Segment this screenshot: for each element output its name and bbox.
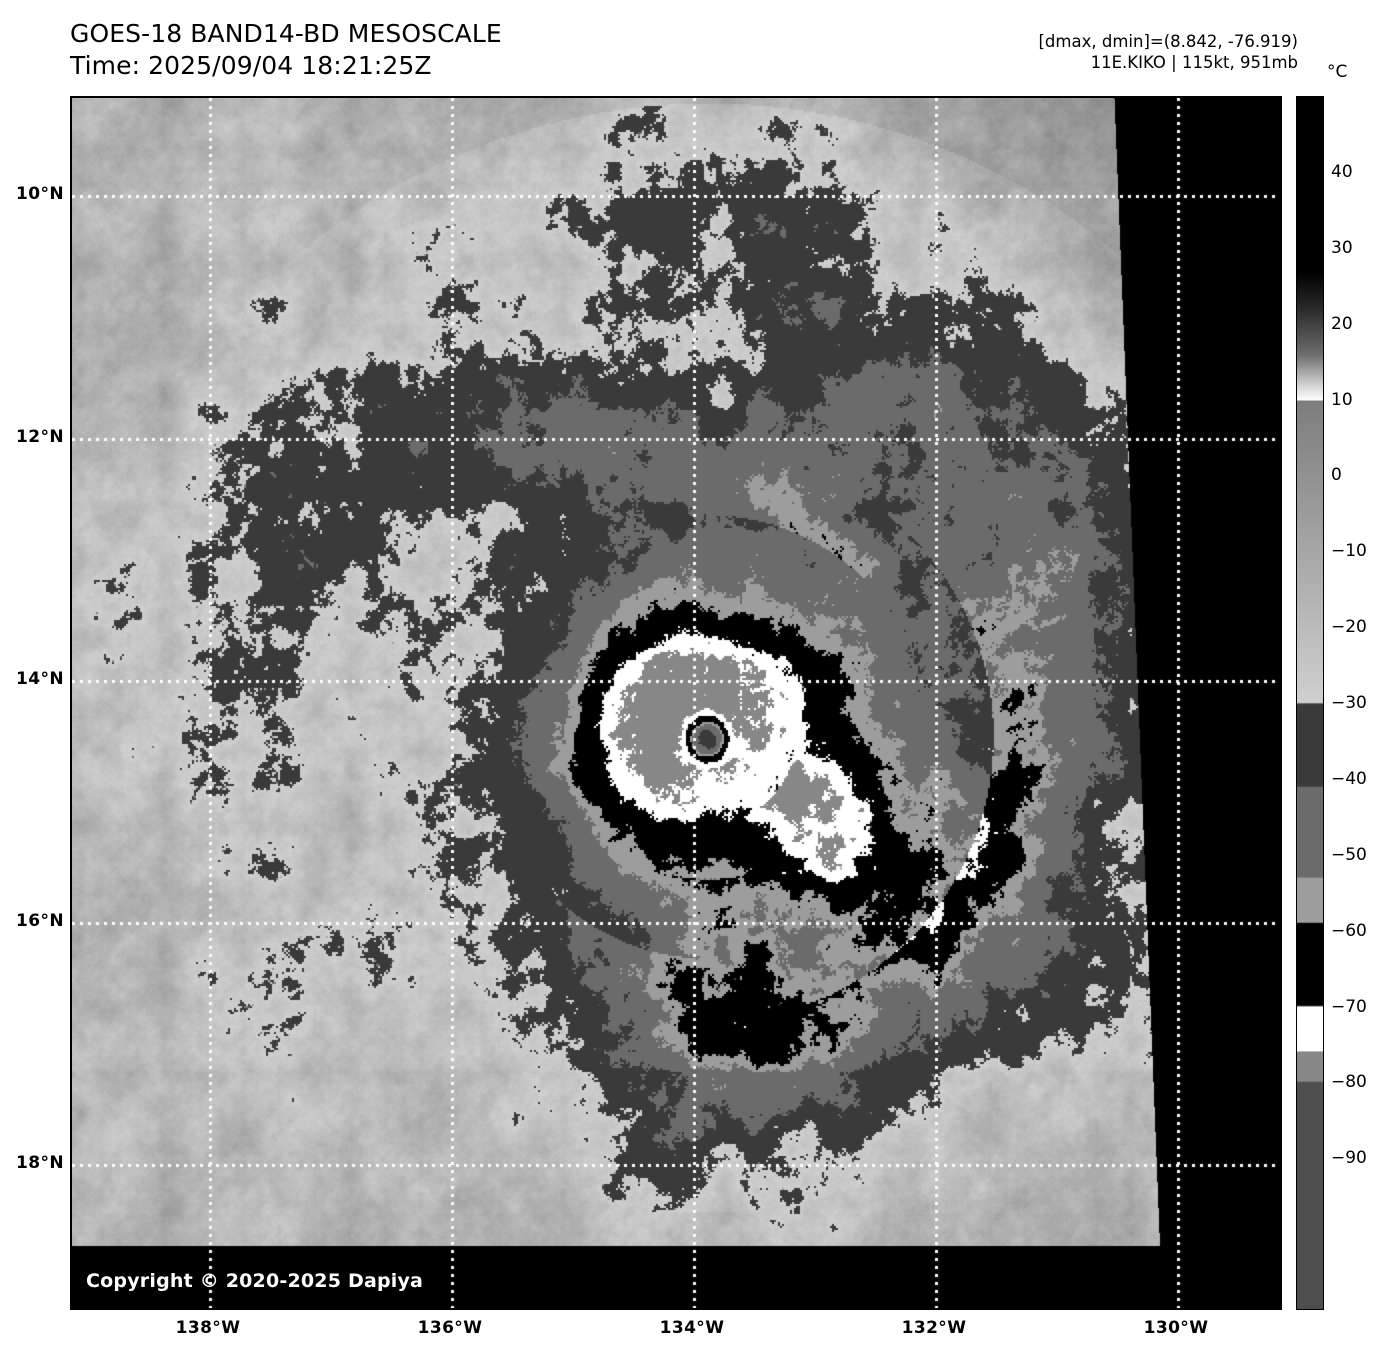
satellite-image-plot[interactable]: Copyright © 2020-2025 Dapiya: [70, 96, 1282, 1310]
colorbar[interactable]: [1296, 96, 1324, 1310]
colorbar-gradient: [1296, 96, 1324, 1310]
colorbar-tick-label: −20: [1331, 617, 1367, 638]
x-axis-tick-label: 130°W: [1143, 1318, 1209, 1338]
dmax-dmin-label: [dmax, dmin]=(8.842, -76.919): [1038, 32, 1299, 51]
timestamp-label: Time: 2025/09/04 18:21:25Z: [70, 50, 432, 80]
storm-info-label: 11E.KIKO | 115kt, 951mb: [1090, 53, 1298, 73]
colorbar-tick-label: −40: [1331, 768, 1367, 789]
colorbar-tick-label: −80: [1331, 1072, 1367, 1093]
colorbar-tick-label: 40: [1331, 161, 1353, 182]
satellite-imagery-canvas: [72, 98, 1280, 1308]
y-axis-tick-label: 18°N: [16, 1153, 64, 1173]
x-axis-tick-label: 136°W: [417, 1318, 483, 1338]
colorbar-tick-label: −30: [1331, 693, 1367, 713]
colorbar-unit-label: °C: [1327, 62, 1348, 82]
x-axis-tick-label: 138°W: [175, 1318, 241, 1338]
figure-title-block: GOES-18 BAND14-BD MESOSCALE Time: 2025/0…: [70, 18, 502, 81]
colorbar-tick-label: 20: [1331, 313, 1353, 334]
y-axis-tick-label: 10°N: [16, 184, 64, 204]
colorbar-tick-label: −60: [1331, 920, 1367, 941]
colorbar-tick-label: 0: [1331, 465, 1342, 486]
colorbar-tick-label: −10: [1331, 541, 1367, 562]
x-axis-tick-label: 134°W: [659, 1318, 725, 1338]
metadata-block: [dmax, dmin]=(8.842, -76.919) 11E.KIKO |…: [1039, 31, 1299, 74]
colorbar-tick-label: 10: [1331, 389, 1353, 410]
x-axis-tick-label: 132°W: [901, 1318, 967, 1338]
y-axis-tick-label: 16°N: [16, 911, 64, 931]
colorbar-tick-label: −50: [1331, 844, 1367, 865]
colorbar-tick-label: −70: [1331, 996, 1367, 1017]
page-title: GOES-18 BAND14-BD MESOSCALE: [70, 19, 502, 48]
colorbar-tick-label: 30: [1331, 237, 1353, 258]
y-axis-tick-label: 12°N: [16, 427, 64, 447]
y-axis-tick-label: 14°N: [16, 669, 64, 689]
colorbar-tick-label: −90: [1331, 1148, 1367, 1169]
copyright-label: Copyright © 2020-2025 Dapiya: [86, 1270, 424, 1292]
